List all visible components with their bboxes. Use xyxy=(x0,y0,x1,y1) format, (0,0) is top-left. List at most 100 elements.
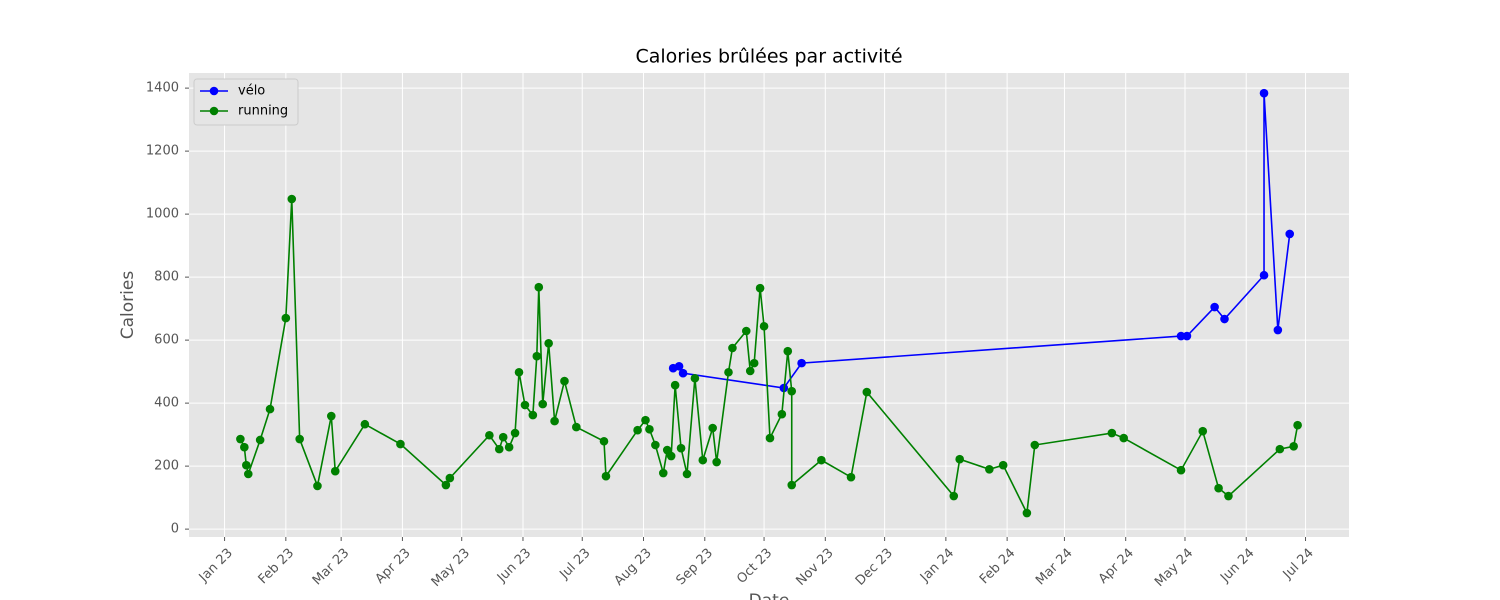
point xyxy=(360,419,370,429)
point xyxy=(1285,229,1295,239)
x-axis-label: Date xyxy=(749,591,790,600)
legend: vélo running xyxy=(193,78,299,126)
point xyxy=(1022,508,1032,518)
point xyxy=(1210,302,1219,312)
point xyxy=(236,434,245,444)
point xyxy=(698,455,708,465)
point xyxy=(1259,88,1269,98)
point xyxy=(1182,331,1192,341)
point xyxy=(678,368,688,378)
x-tick-label: Mar 24 xyxy=(1033,546,1076,589)
point xyxy=(712,457,721,467)
x-tick-label: Jul 23 xyxy=(557,546,594,583)
point xyxy=(797,358,806,368)
x-tick-label: May 23 xyxy=(429,546,473,590)
x-tick-label: Nov 23 xyxy=(793,546,836,589)
x-tick-label: Feb 24 xyxy=(977,546,1019,588)
point xyxy=(1030,440,1040,450)
point xyxy=(1289,441,1298,451)
point xyxy=(330,466,340,476)
point xyxy=(1220,314,1229,324)
point xyxy=(572,422,581,432)
point xyxy=(485,430,494,440)
point xyxy=(846,472,856,482)
point xyxy=(741,326,751,336)
point xyxy=(862,387,872,397)
point xyxy=(1119,433,1129,443)
x-tick-label: Dec 23 xyxy=(853,546,896,589)
x-tick-label: Oct 23 xyxy=(734,546,775,587)
point xyxy=(1198,426,1208,436)
point xyxy=(255,435,265,445)
point xyxy=(532,351,542,361)
x-tick-label: Apr 24 xyxy=(1096,546,1137,587)
point xyxy=(658,468,668,478)
point xyxy=(326,411,336,421)
x-tick-label: Jul 24 xyxy=(1280,546,1317,583)
point xyxy=(749,358,759,368)
point xyxy=(498,432,508,442)
point xyxy=(633,425,642,435)
point xyxy=(682,469,692,479)
point xyxy=(550,416,559,426)
point xyxy=(745,366,755,376)
point xyxy=(1273,325,1283,335)
y-tick-label: 1400 xyxy=(146,81,179,96)
plot-area xyxy=(189,73,1349,537)
point xyxy=(528,410,538,420)
point xyxy=(510,428,520,438)
x-tick-label: Jan 24 xyxy=(917,546,957,586)
x-tick-label: May 24 xyxy=(1152,546,1196,590)
legend-marker xyxy=(209,106,219,116)
point xyxy=(243,469,253,479)
legend-label: vélo xyxy=(238,84,265,99)
point xyxy=(1107,428,1117,438)
point xyxy=(287,194,297,204)
legend-marker xyxy=(209,86,219,96)
point xyxy=(514,367,524,377)
y-tick-label: 0 xyxy=(171,522,179,537)
point xyxy=(674,361,684,371)
point xyxy=(708,423,717,433)
point xyxy=(949,491,959,501)
y-tick-label: 200 xyxy=(154,459,179,474)
x-tick-label: Feb 23 xyxy=(256,546,298,588)
point xyxy=(265,404,275,414)
point xyxy=(724,367,733,377)
point xyxy=(759,321,769,331)
point xyxy=(777,409,787,419)
point xyxy=(520,400,530,410)
point xyxy=(670,380,680,390)
point xyxy=(651,440,660,450)
point xyxy=(396,439,405,449)
point xyxy=(538,399,548,409)
y-axis-label: Calories xyxy=(118,271,138,340)
point xyxy=(765,433,775,443)
point xyxy=(504,442,514,452)
point xyxy=(998,460,1008,470)
point xyxy=(445,473,455,483)
point xyxy=(1293,420,1302,430)
point xyxy=(728,343,737,353)
point xyxy=(313,481,322,491)
x-tick-label: Jan 23 xyxy=(196,546,236,586)
point xyxy=(955,454,964,464)
point xyxy=(599,436,609,446)
point xyxy=(690,373,700,383)
point xyxy=(494,444,504,454)
point xyxy=(645,424,654,434)
point xyxy=(783,346,793,356)
point xyxy=(1176,465,1186,475)
point xyxy=(787,480,797,490)
point xyxy=(787,386,797,396)
y-tick-label: 600 xyxy=(154,333,179,348)
point xyxy=(544,338,553,348)
point xyxy=(1224,491,1233,501)
x-tick-label: Jun 24 xyxy=(1217,546,1257,586)
x-tick-label: Jun 23 xyxy=(494,546,534,586)
point xyxy=(281,313,291,323)
point xyxy=(755,283,765,293)
x-tick-label: Sep 23 xyxy=(674,546,717,589)
